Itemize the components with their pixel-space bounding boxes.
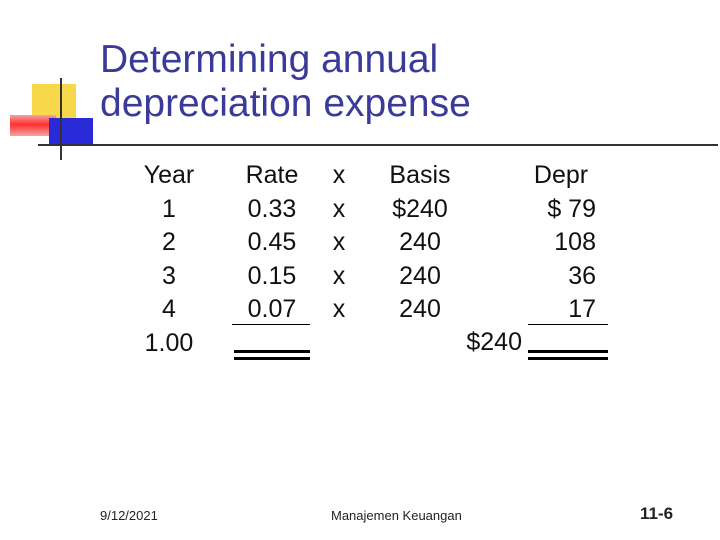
rate-column: Rate 0.33 0.45 0.15 0.07 <box>234 159 310 327</box>
rate-cell: 0.33 <box>247 194 297 223</box>
year-cell: 1 <box>162 194 176 223</box>
rate-header: Rate <box>245 161 299 189</box>
page-number: 11-6 <box>640 504 674 523</box>
multiply-column: x x x x x <box>324 159 354 327</box>
basis-cell: 240 <box>399 295 441 323</box>
depr-cell: $ 79 <box>547 194 596 223</box>
multiply-sign: x <box>332 194 346 223</box>
rate-cell: 0.07 <box>247 295 297 323</box>
depr-cell: 17 <box>568 295 596 323</box>
depr-column: Depr $ 79 108 36 17 <box>508 159 608 327</box>
basis-column: Basis $240 240 240 240 <box>380 159 460 327</box>
slide-title-line-1: Determining annual <box>100 38 439 81</box>
depr-double-underline <box>528 350 608 353</box>
decor-blue-square <box>49 118 93 144</box>
total-basis: $240 <box>466 328 522 356</box>
year-header: Year <box>143 161 195 189</box>
year-column: Year 1 2 3 4 1.00 <box>126 159 212 360</box>
multiply-sign: x <box>332 295 346 323</box>
year-cell: 2 <box>162 228 176 256</box>
slide-title: Determining annual depreciation expense <box>100 38 471 126</box>
multiply-header: x <box>332 161 346 189</box>
depr-cell: 36 <box>568 261 596 290</box>
basis-cell: 240 <box>399 228 441 256</box>
rate-underline <box>232 324 310 325</box>
rate-double-underline <box>234 350 310 353</box>
rate-cell: 0.15 <box>247 261 297 290</box>
year-total: 1.00 <box>144 328 194 357</box>
depr-double-underline <box>528 357 608 360</box>
multiply-sign: x <box>332 228 346 256</box>
year-cell: 3 <box>162 261 176 290</box>
decor-horizontal-line <box>38 144 718 146</box>
decor-vertical-line <box>60 78 62 160</box>
depr-header: Depr <box>533 161 589 189</box>
year-cell: 4 <box>162 295 176 323</box>
depr-underline <box>528 324 608 325</box>
multiply-sign: x <box>332 261 346 290</box>
rate-cell: 0.45 <box>247 228 297 256</box>
slide-title-line-2: depreciation expense <box>100 82 471 125</box>
basis-header: Basis <box>389 161 451 189</box>
footer-date: 9/12/2021 <box>100 508 158 523</box>
basis-cell: 240 <box>399 261 441 290</box>
basis-cell: $240 <box>392 194 448 223</box>
decor-red-bar <box>10 115 56 136</box>
depr-cell: 108 <box>554 228 596 256</box>
footer-title: Manajemen Keuangan <box>331 508 462 523</box>
rate-double-underline <box>234 357 310 360</box>
